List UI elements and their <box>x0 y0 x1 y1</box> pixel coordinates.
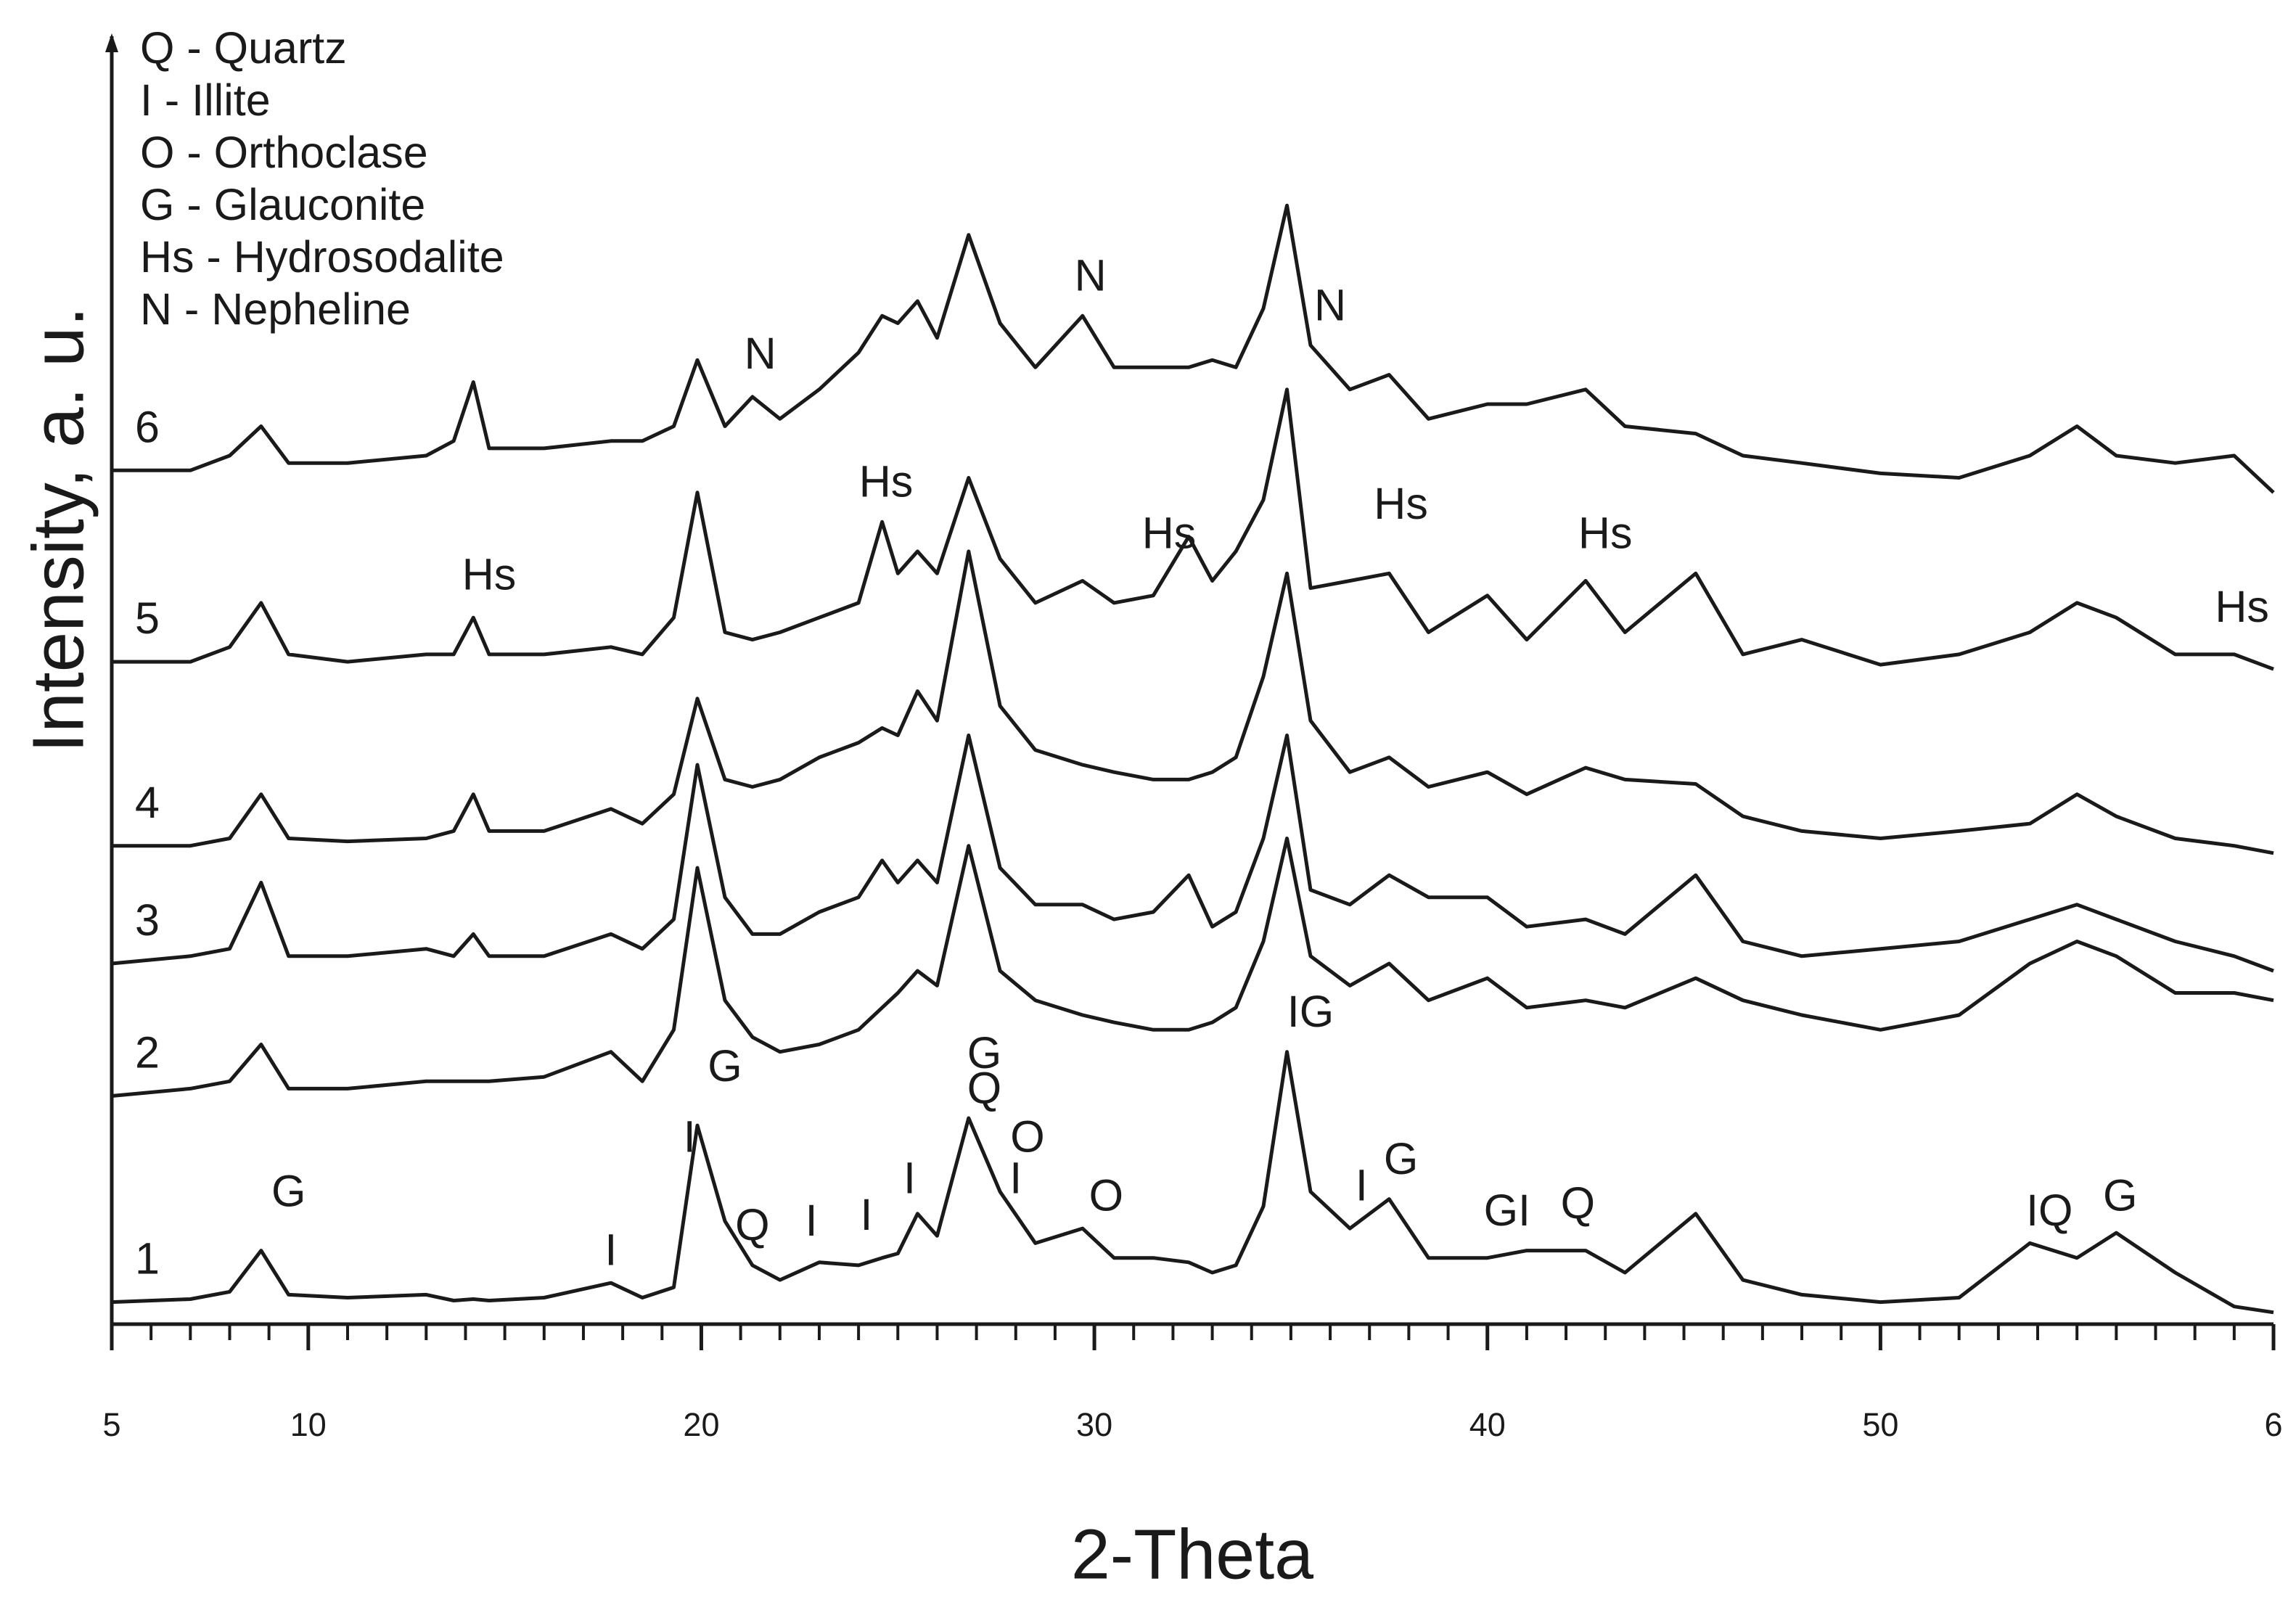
x-tick-label: 20 <box>683 1406 719 1443</box>
peak-annotation: Hs <box>462 550 517 599</box>
peak-annotation: GI <box>1484 1186 1530 1235</box>
peak-annotation: I <box>903 1153 916 1202</box>
x-tick-label: 40 <box>1469 1406 1506 1443</box>
peak-annotation: Q <box>1561 1178 1595 1228</box>
y-axis-title: Intensity, a. u. <box>17 306 99 752</box>
peak-annotation: G <box>967 1028 1001 1077</box>
legend-text: G - Glauconite <box>140 180 425 229</box>
legend-text: Hs - Hydrosodalite <box>140 232 504 282</box>
peak-annotation: I <box>1009 1153 1022 1202</box>
peak-annotation: Q <box>735 1200 769 1249</box>
peak-annotation: I <box>604 1225 617 1275</box>
peak-annotation: Hs <box>1142 509 1197 558</box>
xrd-trace <box>111 1050 2274 1315</box>
peak-annotation: I <box>805 1196 818 1245</box>
peak-annotation: Q <box>967 1064 1001 1113</box>
series-label: 4 <box>135 778 160 827</box>
xrd-trace <box>112 387 2274 671</box>
peak-annotation: I <box>684 1112 696 1162</box>
peak-annotation: G <box>1384 1134 1418 1183</box>
peak-annotation: IQ <box>2026 1186 2072 1235</box>
series-label: 1 <box>135 1234 160 1284</box>
peak-annotation: Hs <box>1374 479 1428 528</box>
series-label: 3 <box>135 895 160 945</box>
peak-annotation: O <box>1089 1171 1123 1220</box>
xrd-trace <box>111 837 2274 1098</box>
peak-annotation: IG <box>1287 987 1334 1036</box>
x-tick-label: 5 <box>102 1406 120 1443</box>
series-label: 6 <box>135 402 160 451</box>
xrd-trace <box>112 203 2275 494</box>
peak-annotation: N <box>1075 251 1107 300</box>
legend-text: N - Nepheline <box>140 284 411 334</box>
xrd-trace <box>111 734 2274 973</box>
peak-annotation: I <box>1356 1160 1368 1210</box>
peak-annotation: Hs <box>1578 509 1633 558</box>
peak-annotation: N <box>745 329 776 378</box>
peak-annotation: G <box>271 1167 306 1216</box>
x-tick-label: 50 <box>1862 1406 1898 1443</box>
y-axis-arrow <box>105 33 118 52</box>
x-tick-label: 30 <box>1076 1406 1112 1443</box>
peak-annotation: Hs <box>859 457 914 506</box>
legend-text: I - Illite <box>140 75 271 125</box>
x-tick-label: 6 <box>2264 1406 2282 1443</box>
peak-annotation: I <box>860 1190 872 1239</box>
peak-annotation: Hs <box>2215 582 2269 631</box>
peak-annotation: G <box>2103 1171 2137 1220</box>
series-label: 5 <box>135 594 160 643</box>
series-label: 2 <box>135 1028 160 1077</box>
xrd-trace <box>112 549 2274 855</box>
legend-text: Q - Quartz <box>140 23 347 73</box>
peak-annotation: G <box>708 1041 742 1091</box>
x-axis-title: 2-Theta <box>1071 1515 1313 1594</box>
peak-annotation: N <box>1314 280 1346 329</box>
x-tick-label: 10 <box>290 1406 327 1443</box>
legend-text: O - Orthoclase <box>140 128 428 177</box>
peak-annotation: O <box>1010 1112 1044 1162</box>
